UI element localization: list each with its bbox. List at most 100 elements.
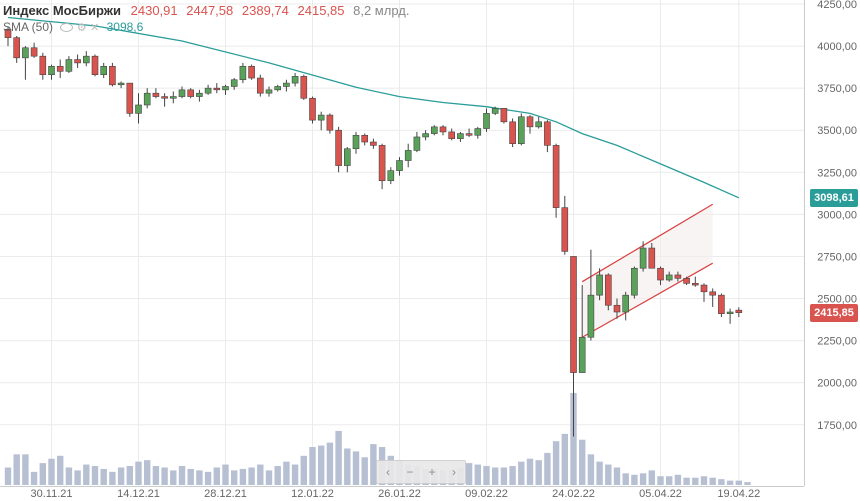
sma-label: SMA (50) [3, 20, 54, 34]
candle-body [465, 133, 473, 136]
high-value: 2447,58 [186, 3, 234, 18]
candle-body [570, 256, 577, 373]
candle-body [178, 89, 186, 97]
y-tick-label: 2750,00 [817, 251, 857, 263]
candle-body [361, 134, 369, 143]
candle-body [30, 47, 38, 57]
volume-bar [631, 474, 638, 485]
candle-body [709, 291, 717, 296]
candle-body [657, 267, 664, 281]
volume-bar [318, 445, 325, 485]
volume-bar [161, 467, 168, 485]
candle-body [291, 76, 299, 84]
chart-header: Индекс МосБиржи 2430,91 2447,58 2389,74 … [3, 3, 409, 19]
scroll-right-button[interactable]: › [452, 465, 456, 479]
volume-bar [526, 458, 534, 485]
zoom-out-button[interactable]: − [406, 465, 414, 479]
candle-body [152, 92, 160, 97]
candle-body [343, 148, 351, 166]
candle-body [13, 37, 20, 59]
volume-bar [196, 470, 203, 485]
candle-body [387, 170, 395, 182]
y-tick-label: 2000,00 [817, 378, 857, 390]
candle-body [683, 278, 690, 284]
volume-bar [152, 466, 160, 485]
y-tick-label: 3000,00 [817, 209, 857, 221]
volume-bar [622, 473, 629, 485]
trend-channel [581, 203, 714, 338]
close-value: 2415,85 [297, 3, 345, 18]
candle-body [283, 82, 290, 87]
volume-bar [126, 466, 133, 485]
candle-body [422, 133, 429, 138]
volume-bar [718, 479, 725, 485]
volume-bar [561, 433, 568, 485]
y-tick-label: 4000,00 [817, 41, 857, 53]
candle-body [300, 76, 308, 99]
volume-bar [65, 467, 73, 485]
candle-body [370, 141, 377, 146]
eye-icon[interactable] [60, 23, 74, 33]
volume-bar [135, 461, 142, 485]
volume-bar [518, 461, 525, 485]
volume-bar [552, 441, 560, 485]
volume-bar [344, 448, 351, 485]
candle-body [83, 55, 90, 64]
candle-body [109, 65, 116, 86]
volume-bar [213, 467, 220, 485]
volume-bar [352, 451, 360, 485]
volume-bar [274, 466, 281, 485]
gear-icon[interactable]: ⚙ [76, 21, 87, 34]
volume-bar [91, 466, 99, 485]
volume-bar [39, 463, 46, 485]
candle-body [500, 108, 508, 123]
candle-body [613, 304, 621, 313]
x-tick-label: 09.02.22 [465, 488, 508, 500]
volume-bar [204, 471, 212, 485]
volume-bar [639, 473, 647, 485]
zoom-in-button[interactable]: + [428, 465, 436, 479]
volume-bar [361, 457, 368, 485]
volume-bar [474, 464, 481, 485]
candle-body [265, 89, 273, 94]
volume-bar [666, 476, 673, 485]
candle-body [404, 150, 412, 161]
candle-body [326, 114, 334, 131]
volume-bar [500, 467, 508, 485]
x-tick-label: 30.11.21 [30, 488, 72, 500]
x-tick-label: 05.04.22 [639, 488, 682, 500]
channel-lower-line [581, 262, 713, 338]
candle-body [4, 28, 12, 38]
candle-body [22, 47, 29, 59]
candle-body [457, 133, 464, 139]
scroll-left-button[interactable]: ‹ [386, 465, 390, 479]
volume-bar [100, 468, 107, 485]
close-icon[interactable]: ✕ [90, 21, 100, 34]
y-tick-label: 1750,00 [817, 420, 857, 432]
candle-body [126, 82, 134, 114]
volume-bar [605, 464, 612, 485]
volume-bar [248, 467, 255, 485]
candle-body [187, 89, 194, 97]
volume-bar [657, 476, 664, 485]
x-tick-label: 19.04.22 [717, 488, 760, 500]
candle-body [143, 92, 151, 106]
instrument-title: Индекс МосБиржи [3, 3, 121, 18]
candle-body [604, 274, 612, 306]
candle-body [135, 104, 142, 114]
sma-line [7, 16, 740, 199]
volume-bar [300, 455, 307, 485]
volume-bar [370, 444, 377, 485]
volume-bar [674, 474, 682, 485]
volume-bar [291, 464, 299, 485]
channel-fill [582, 204, 713, 338]
volume-bar [692, 477, 699, 485]
candle-body [639, 247, 647, 269]
y-tick-label: 3250,00 [817, 167, 857, 179]
x-tick-label: 24.02.22 [552, 488, 595, 500]
chart-nav: ‹ − + › [376, 460, 466, 484]
volume-bar [239, 468, 247, 485]
